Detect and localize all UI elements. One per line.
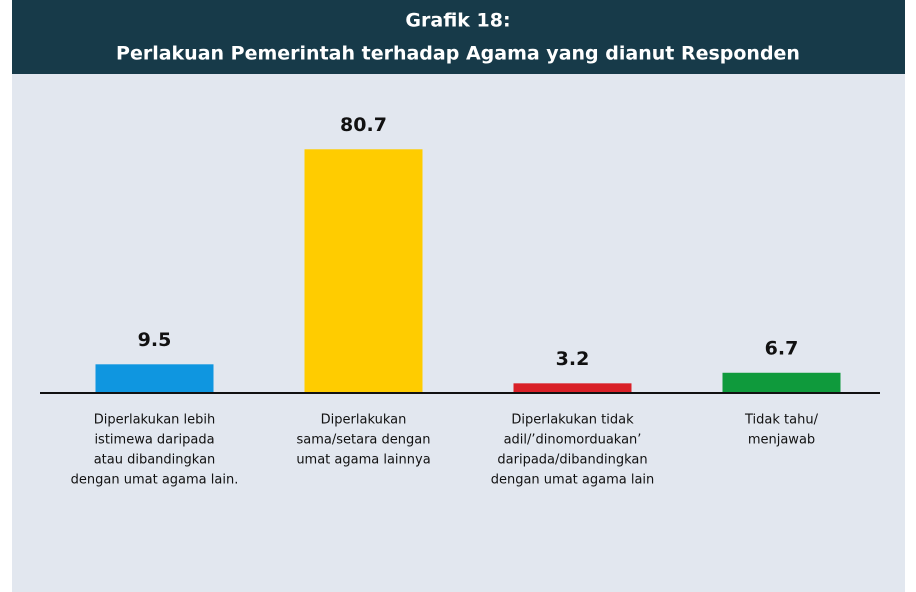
x-tick-label: Diperlakukan [321,413,407,428]
chart-title: Grafik 18: [405,10,510,32]
x-tick-label: Tidak tahu/ [744,413,819,428]
bar [95,364,214,393]
x-tick-label: atau dibandingkan [94,453,216,468]
value-label: 9.5 [138,329,172,351]
x-tick-label: istimewa daripada [94,433,214,448]
x-tick-label: sama/setara dengan [297,433,431,448]
x-tick-label: daripada/dibandingkan [497,453,647,468]
title-banner [12,0,905,74]
chart-title: Perlakuan Pemerintah terhadap Agama yang… [116,43,800,65]
x-tick-label: Diperlakukan lebih [94,413,216,428]
value-label: 3.2 [556,348,590,370]
value-label: 80.7 [340,114,387,136]
bar [304,149,423,393]
bar [513,383,632,393]
x-tick-label: Diperlakukan tidak [511,413,634,428]
value-label: 6.7 [765,337,799,359]
x-tick-label: dengan umat agama lain. [71,473,239,488]
x-tick-label: umat agama lainnya [296,453,430,468]
plot-background [12,0,905,592]
x-tick-label: dengan umat agama lain [491,473,655,488]
x-tick-label: adil/’dinomorduakan’ [504,433,642,448]
bar [722,372,841,393]
x-tick-label: menjawab [748,433,815,448]
